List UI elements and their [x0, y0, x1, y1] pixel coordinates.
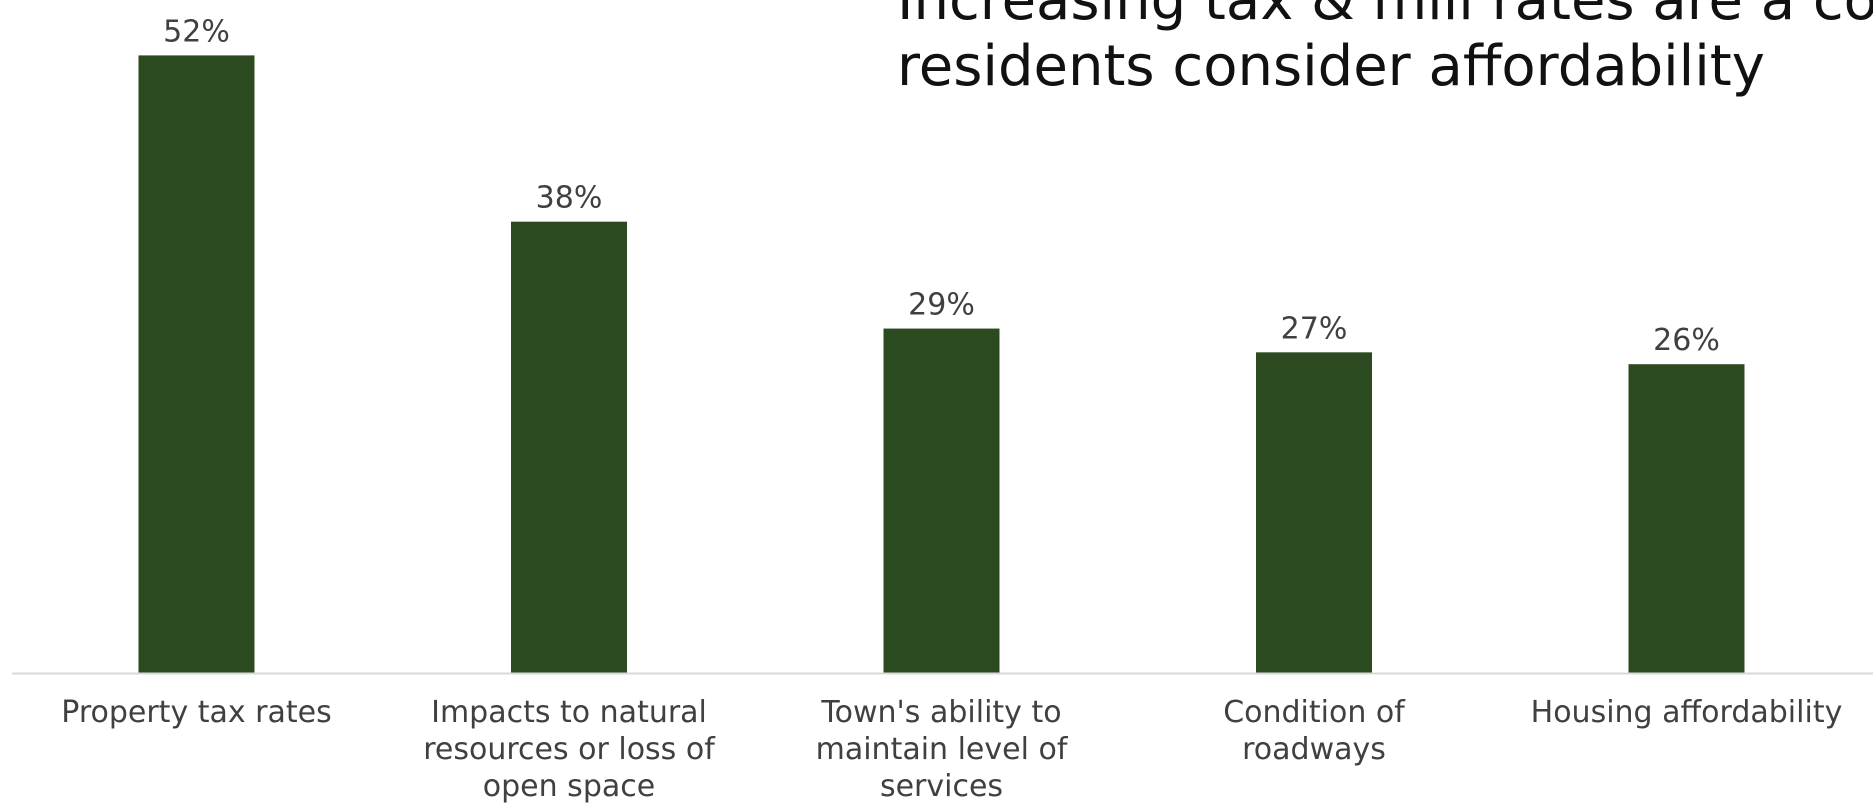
category-label-line: roadways — [1242, 732, 1386, 767]
slide-title-line-1: Increasing tax & mill rates are a co — [897, 0, 1873, 33]
category-label-line: Housing affordability — [1531, 695, 1843, 730]
category-label-3: Town's ability to maintain level of servic… — [816, 695, 1069, 804]
bar-1 — [138, 55, 255, 674]
slide-title-line-2: residents consider affordability — [897, 34, 1765, 99]
category-label-1: Property tax rates — [61, 695, 331, 730]
category-label-2: Impacts to natural resources or loss of op… — [423, 695, 716, 804]
category-label-line: Condition of — [1223, 695, 1406, 730]
data-label-5: 26% — [1653, 323, 1720, 358]
data-label-2: 38% — [536, 181, 603, 216]
data-label-3: 29% — [908, 288, 975, 323]
data-label-1: 52% — [163, 14, 230, 49]
category-label-line: open space — [483, 769, 655, 804]
category-label-line: resources or loss of — [423, 732, 716, 767]
category-label-4: Condition of roadways — [1223, 695, 1406, 767]
category-label-line: maintain level of — [816, 732, 1069, 767]
category-label-line: Impacts to natural — [431, 695, 707, 730]
bar-4 — [1256, 352, 1372, 673]
bar-2 — [511, 221, 627, 673]
category-label-line: services — [880, 769, 1003, 804]
bar-group — [138, 55, 1745, 674]
bar-3 — [883, 328, 1000, 673]
category-label-5: Housing affordability — [1531, 695, 1843, 730]
category-label-group: Property tax rates Impacts to natural reso… — [61, 695, 1842, 804]
category-label-line: Property tax rates — [61, 695, 331, 730]
data-label-group: 52% 38% 29% 27% 26% — [163, 14, 1720, 358]
bar-5 — [1628, 364, 1745, 673]
data-label-4: 27% — [1281, 311, 1348, 346]
slide-title: Increasing tax & mill rates are a co res… — [897, 0, 1873, 118]
category-label-line: Town's ability to — [820, 695, 1061, 730]
